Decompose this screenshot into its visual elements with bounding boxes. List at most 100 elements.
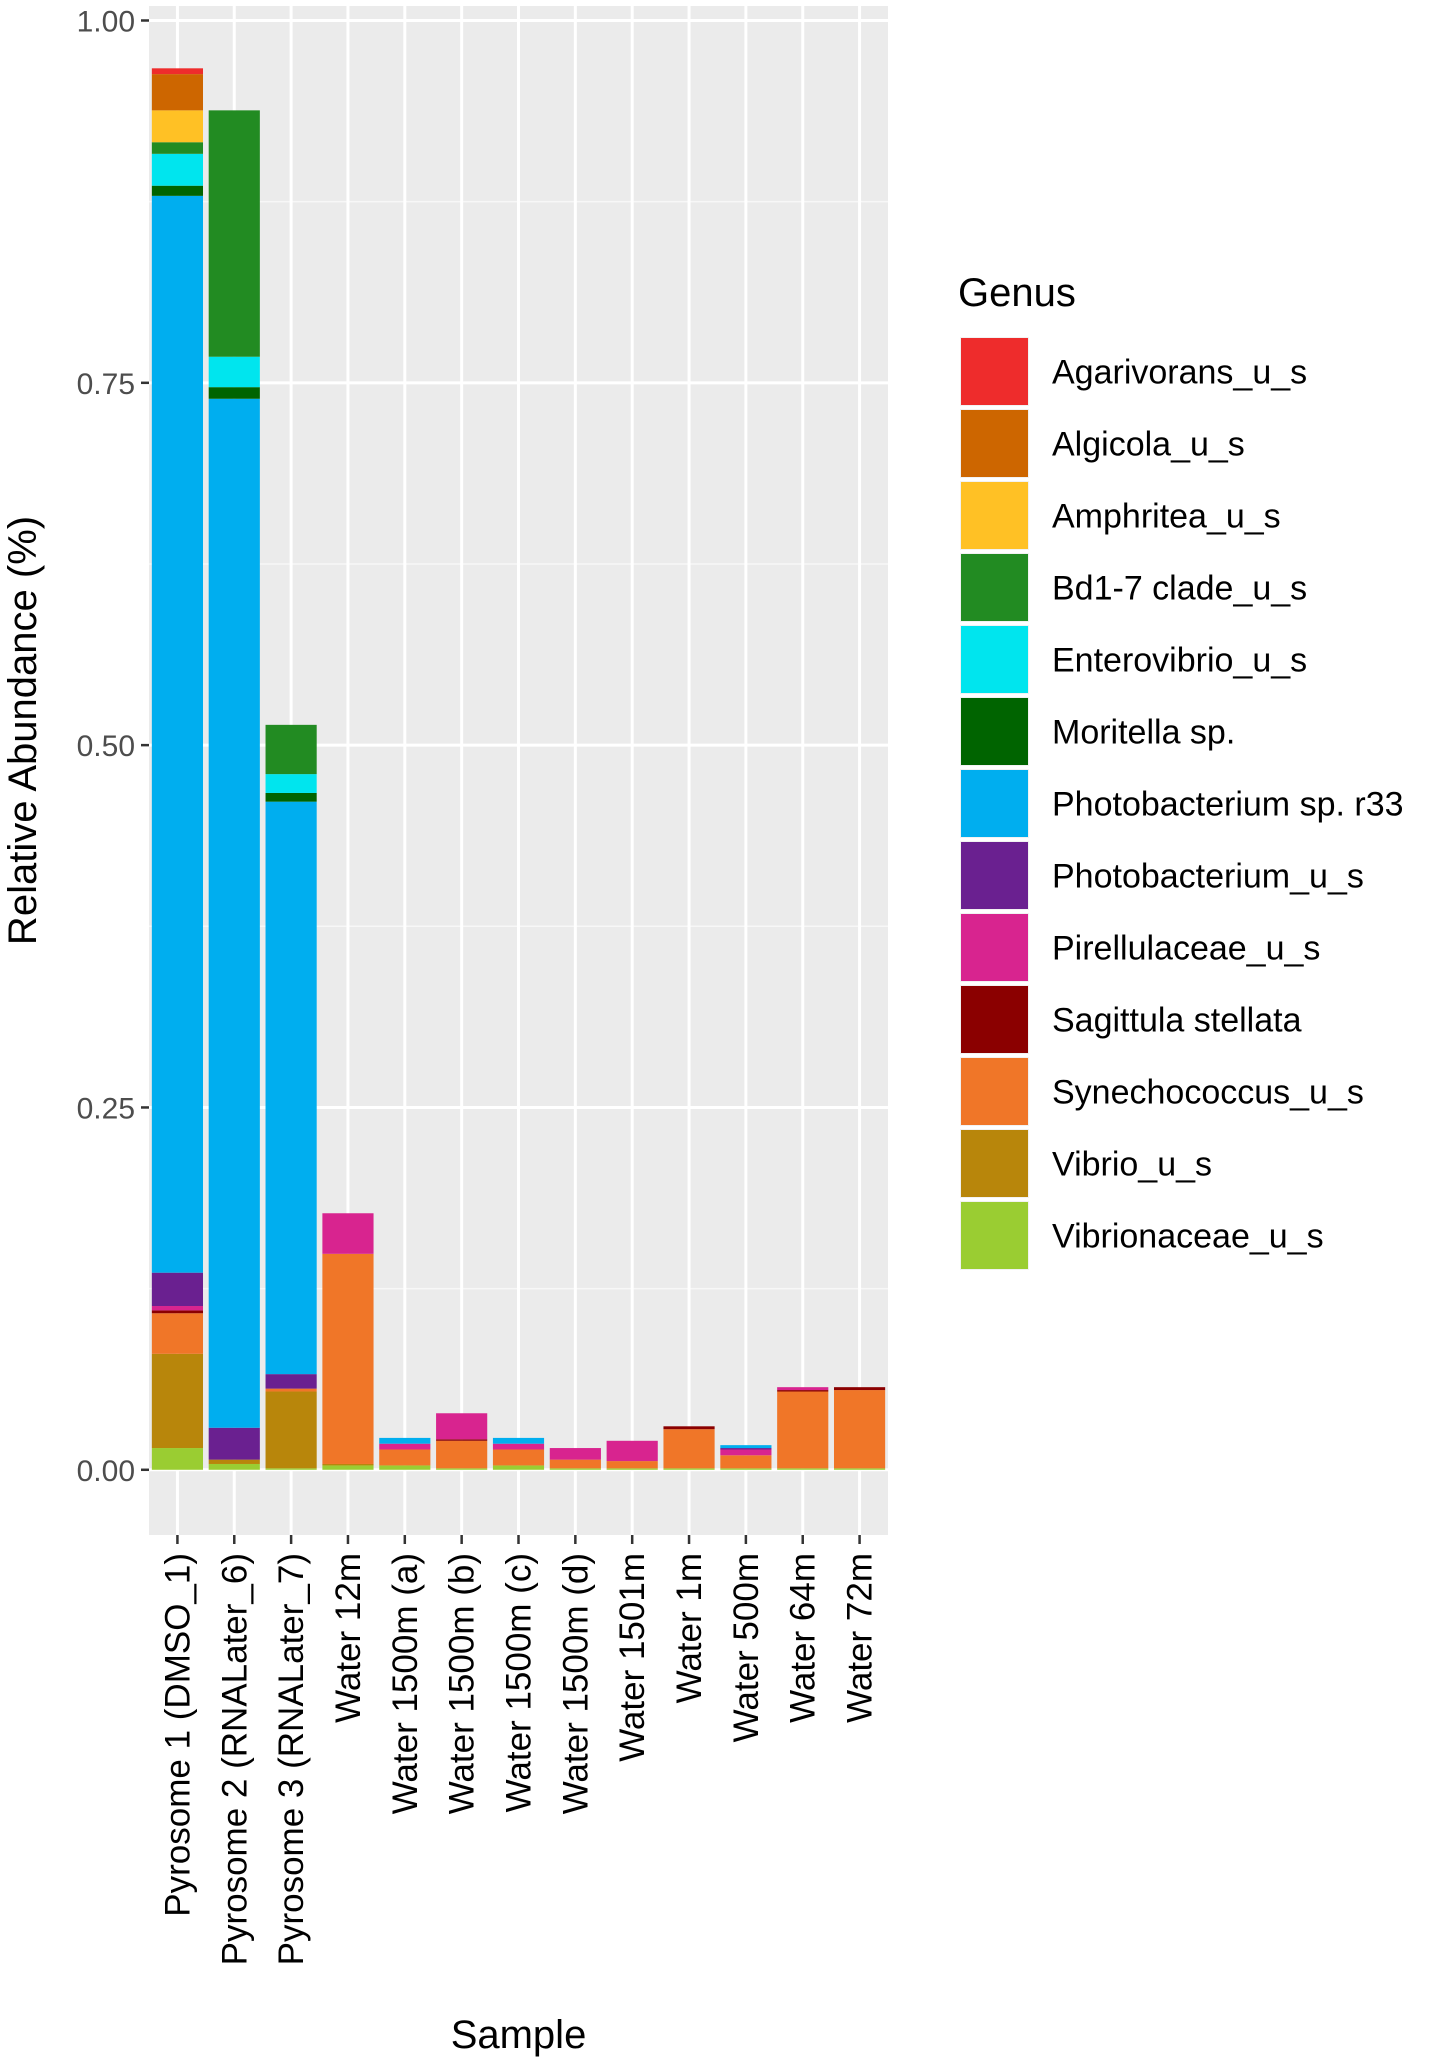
y-tick-label: 0.00 xyxy=(77,1455,135,1488)
bar-segment xyxy=(151,1353,204,1449)
bar-segment xyxy=(777,1387,829,1391)
legend: Genus Agarivorans_u_s Algicola_u_s Amphrit… xyxy=(958,271,1404,1270)
legend-item: Synechococcus_u_s xyxy=(960,1057,1364,1126)
legend-label: Enterovibrio_u_s xyxy=(1052,642,1307,680)
legend-swatch xyxy=(961,626,1028,693)
bar-segment xyxy=(151,185,204,196)
bar-segment xyxy=(606,1461,658,1469)
bar-segment xyxy=(265,774,317,793)
x-axis-title: Sample xyxy=(451,2013,587,2057)
legend-item: Algicola_u_s xyxy=(960,409,1245,478)
bar-segment xyxy=(777,1390,829,1392)
legend-item: Agarivorans_u_s xyxy=(960,337,1307,406)
bar-stack xyxy=(549,1448,601,1470)
bar-stack xyxy=(606,1440,658,1470)
bar-segment xyxy=(265,1374,317,1389)
bar-stack xyxy=(208,110,260,1470)
legend-label: Vibrionaceae_u_s xyxy=(1052,1218,1324,1256)
bar-segment xyxy=(151,142,204,154)
legend-swatch xyxy=(961,1058,1028,1125)
legend-label: Bd1-7 clade_u_s xyxy=(1052,570,1307,608)
legend-swatch xyxy=(961,338,1028,405)
x-tick-label: Water 64m xyxy=(784,1553,823,1723)
legend-item: Pirellulaceae_u_s xyxy=(960,913,1320,982)
bar-segment xyxy=(606,1440,658,1462)
bar-segment xyxy=(265,1388,317,1392)
legend-item: Enterovibrio_u_s xyxy=(960,625,1307,694)
bar-segment xyxy=(549,1459,601,1469)
legend-swatch xyxy=(961,410,1028,477)
bar-segment xyxy=(720,1449,772,1456)
bar-segment xyxy=(833,1387,886,1391)
bar-segment xyxy=(322,1213,374,1254)
bar-stack xyxy=(777,1387,829,1470)
y-axis-title: Relative Abundance (%) xyxy=(1,516,45,945)
legend-item: Vibrionaceae_u_s xyxy=(960,1201,1324,1270)
x-tick-label: Water 1500m (d) xyxy=(556,1553,595,1814)
bar-segment xyxy=(208,356,260,388)
bar-segment xyxy=(436,1413,488,1440)
legend-label: Agarivorans_u_s xyxy=(1052,354,1307,392)
legend-swatch xyxy=(961,698,1028,765)
bar-stack xyxy=(379,1437,431,1470)
bar-stack xyxy=(720,1445,772,1470)
bar-segment xyxy=(833,1390,886,1469)
bar-segment xyxy=(265,792,317,802)
x-tick-label: Pyrosome 2 (RNALater_6) xyxy=(215,1553,254,1965)
y-tick-label: 0.50 xyxy=(77,730,135,763)
bars xyxy=(151,68,886,1470)
bar-segment xyxy=(265,801,317,1375)
bar-segment xyxy=(322,1465,374,1470)
bar-segment xyxy=(208,110,260,357)
legend-label: Amphritea_u_s xyxy=(1052,498,1281,536)
bar-segment xyxy=(833,1468,886,1470)
bar-segment xyxy=(265,1391,317,1469)
bar-segment xyxy=(606,1468,658,1470)
bar-stack xyxy=(322,1213,374,1470)
bar-segment xyxy=(663,1468,715,1470)
x-tick-label: Water 1500m (a) xyxy=(386,1553,425,1814)
bar-segment xyxy=(151,1272,204,1307)
x-tick-label: Water 1m xyxy=(670,1553,709,1703)
bar-stack xyxy=(663,1426,715,1470)
bar-segment xyxy=(720,1468,772,1470)
bar-segment xyxy=(322,1463,374,1466)
bar-segment xyxy=(265,724,317,775)
x-tick-label: Water 1501m xyxy=(613,1553,652,1762)
bar-segment xyxy=(492,1465,545,1470)
legend-item: Vibrio_u_s xyxy=(960,1129,1212,1198)
bar-segment xyxy=(492,1443,545,1450)
x-tick-label: Water 12m xyxy=(329,1553,368,1723)
bar-segment xyxy=(151,74,204,111)
x-tick-label: Water 1500m (c) xyxy=(500,1553,539,1812)
x-tick-label: Water 1500m (b) xyxy=(443,1553,482,1814)
legend-item: Bd1-7 clade_u_s xyxy=(960,553,1307,622)
legend-swatch xyxy=(961,554,1028,621)
bar-segment xyxy=(151,1313,204,1354)
bar-stack xyxy=(492,1437,545,1470)
legend-item: Photobacterium sp. r33 xyxy=(960,769,1404,838)
bar-segment xyxy=(549,1468,601,1470)
legend-label: Sagittula stellata xyxy=(1052,1002,1302,1040)
bar-segment xyxy=(208,1463,260,1470)
bar-segment xyxy=(492,1449,545,1466)
legend-item: Amphritea_u_s xyxy=(960,481,1281,550)
legend-swatch xyxy=(961,914,1028,981)
legend-label: Photobacterium_u_s xyxy=(1052,858,1364,896)
legend-title: Genus xyxy=(958,271,1076,315)
bar-segment xyxy=(379,1449,431,1466)
x-tick-label: Pyrosome 3 (RNALater_7) xyxy=(272,1553,311,1965)
bar-segment xyxy=(151,153,204,186)
legend-label: Synechococcus_u_s xyxy=(1052,1074,1364,1112)
legend-label: Pirellulaceae_u_s xyxy=(1052,930,1320,968)
bar-segment xyxy=(720,1455,772,1469)
bar-segment xyxy=(663,1429,715,1469)
bar-segment xyxy=(265,1468,317,1470)
bar-segment xyxy=(549,1448,601,1460)
bar-segment xyxy=(379,1437,431,1444)
bar-segment xyxy=(151,1448,204,1470)
legend-swatch xyxy=(961,1202,1028,1269)
bar-segment xyxy=(151,68,204,75)
bar-segment xyxy=(436,1440,488,1469)
